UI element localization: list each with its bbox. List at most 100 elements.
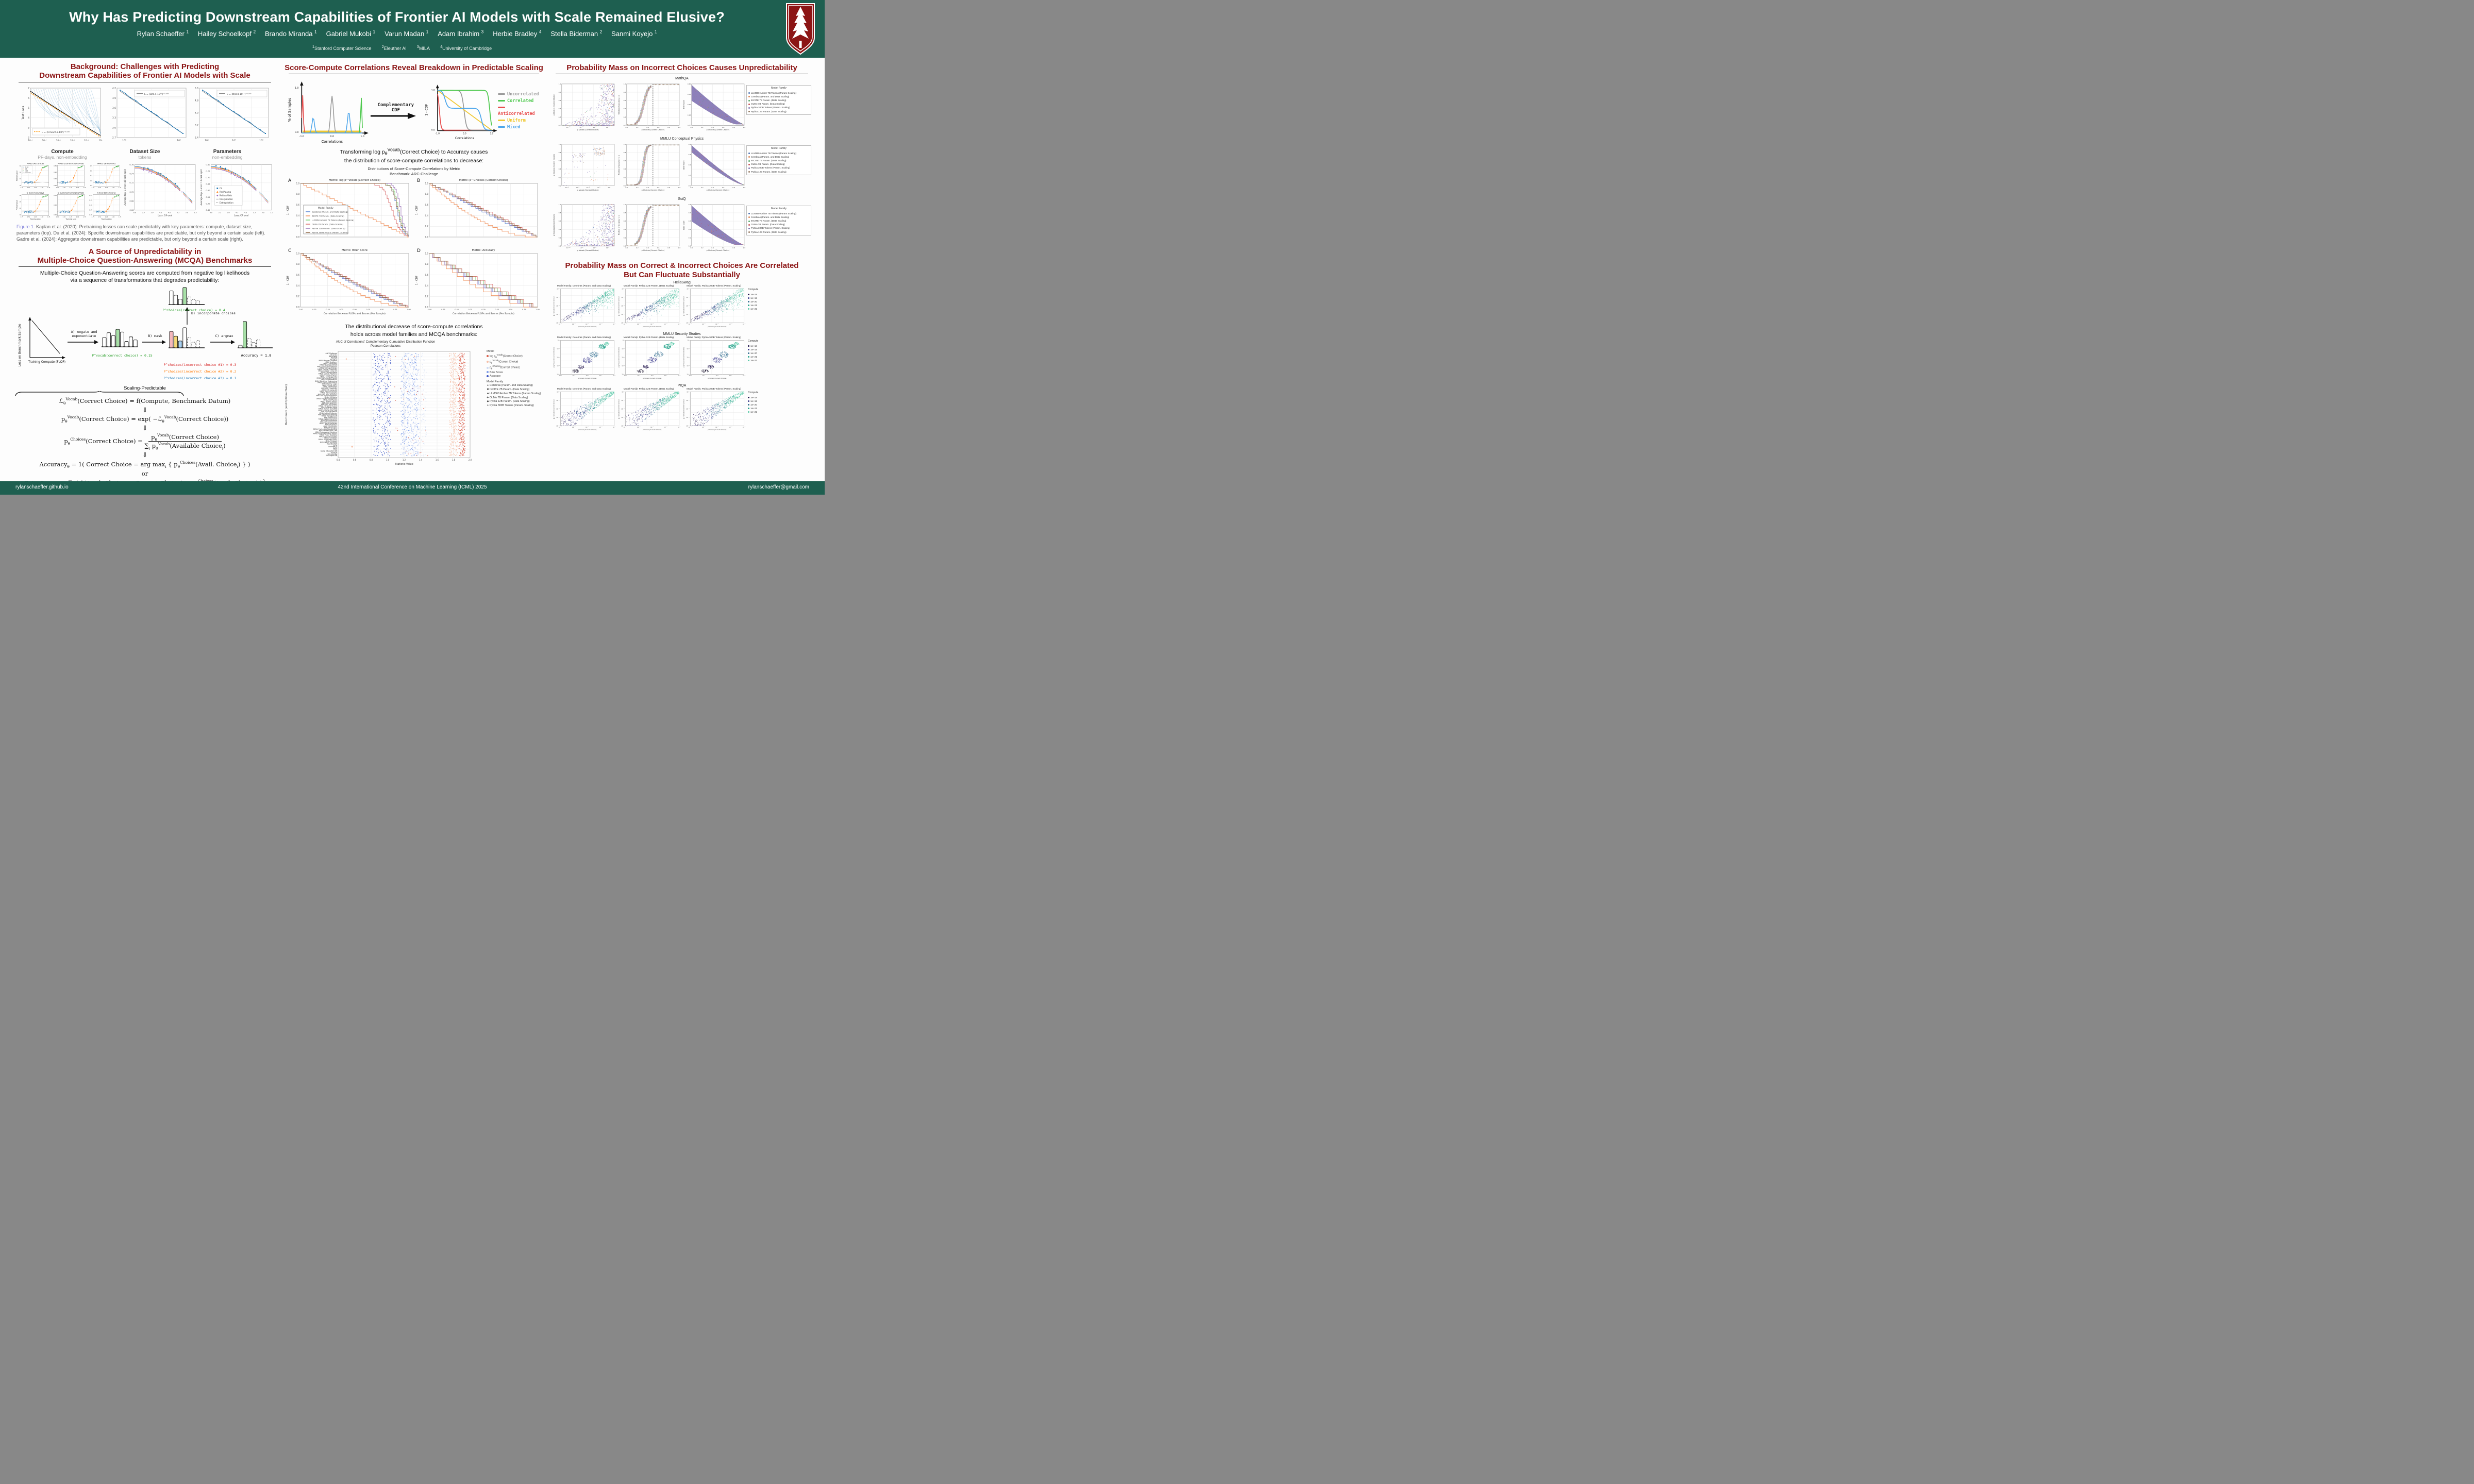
formula-block: Scaling-Predictable ℒθVocab(Correct Choi… [14,385,275,495]
svg-text:RedPajama: RedPajama [219,190,231,193]
svg-text:p Vocab (Correct Choice): p Vocab (Correct Choice) [577,129,599,131]
svg-text:0.55: 0.55 [89,199,92,201]
svg-text:2.5: 2.5 [270,211,273,213]
svg-text:4: 4 [28,116,29,120]
svg-text:MMLU HS Microeconomics: MMLU HS Microeconomics [316,398,337,400]
svg-text:1.2: 1.2 [403,459,406,461]
svg-text:p Choices (Correct Choice): p Choices (Correct Choice) [642,189,665,191]
svg-text:1.0: 1.0 [296,182,300,185]
svg-text:0.2: 0.2 [559,177,561,179]
svg-text:3.6: 3.6 [112,106,116,109]
svg-text:MMLU Nutrition: MMLU Nutrition [325,424,337,426]
svg-text:1.00: 1.00 [407,309,411,311]
svg-text:C: C [288,248,291,254]
svg-text:C-Eval (CorrectChoiceProb): C-Eval (CorrectChoiceProb) [57,191,84,194]
svg-text:0.6: 0.6 [559,99,561,102]
svg-text:2.0: 2.0 [469,459,472,461]
section-heading-incorrect-mass: Probability Mass on Incorrect Choices Ca… [566,63,797,72]
svg-text:0.4: 0.4 [296,284,300,287]
svg-text:MMLU Abstract Algebra: MMLU Abstract Algebra [319,360,337,362]
svg-text:Loss: C4 eval: Loss: C4 eval [158,214,172,216]
svg-text:MMLU Moral Disputes: MMLU Moral Disputes [320,421,337,423]
svg-text:0.0: 0.0 [559,125,561,127]
svg-text:0.0: 0.0 [463,132,466,135]
svg-text:0.65: 0.65 [206,183,210,185]
svg-text:0.85: 0.85 [89,213,92,215]
svg-text:0.00: 0.00 [481,309,486,311]
svg-text:MMLU College Biology: MMLU College Biology [320,367,337,369]
svg-text:MMLU Global Facts: MMLU Global Facts [323,384,338,386]
svg-text:1.0: 1.0 [559,83,561,85]
svg-text:MMLU Jurisprudence: MMLU Jurisprudence [321,411,337,413]
svg-text:10⁵: 10⁵ [205,139,209,142]
svg-text:INCITE 7B Param. (Data Scalin: INCITE 7B Param. (Data Scaling) [312,215,344,217]
svg-text:MMLU HS Maths: MMLU HS Maths [325,396,338,398]
svg-text:1.0: 1.0 [490,132,493,135]
svg-text:0.25: 0.25 [495,309,499,311]
svg-text:0.66: 0.66 [129,209,134,211]
overbrace [15,391,184,396]
cdf-panel-c: Metric: Brier Score C 1.0 0.8 0.6 0.4 0.2 0.0-1… [287,248,411,315]
svg-text:0.2: 0.2 [296,295,300,298]
w2c-chart: 0.40.30.20.10.00.0 0.2 0.4 0.6 0.8 1.0p Choic… [683,143,745,191]
svg-text:Training Loss: Training Loss [29,218,41,220]
svg-text:2.50: 2.50 [62,216,65,218]
svg-text:Pythia 300B Tokens (Param. Sca: Pythia 300B Tokens (Param. Scaling) [312,231,348,234]
scaling-predictable-label: Scaling-Predictable [124,385,166,391]
svg-text:5.6: 5.6 [195,87,198,90]
svg-text:MMLU Marketing: MMLU Marketing [324,416,337,418]
w3b-chart: 1.00.80.60.40.20.00.0 0.2 0.4 0.6 0.8 1.0p Ch… [618,204,680,251]
footer-email: rylanschaeffer@gmail.com [748,484,809,490]
svg-text:0.6: 0.6 [90,170,92,172]
subcolumn-title: Model Family: Pythia 12B Param. (Data Sc… [623,335,675,339]
auc-strip-figure: AUC of Correlations' Complementary Cumul… [285,340,543,471]
stanford-logo [785,3,815,55]
step-b2-label: B) incorporate choices [191,311,236,315]
svg-text:5.0: 5.0 [151,211,153,213]
down-arrow-icon: ⇓ [142,424,148,432]
svg-text:MMLU HS Comp Sci: MMLU HS Comp Sci [322,389,337,391]
svg-text:0.8: 0.8 [90,179,92,181]
svg-text:MMLU HS Physics: MMLU HS Physics [324,399,338,401]
svg-text:2.50: 2.50 [98,216,101,218]
step-b-label: B) mask [148,333,162,338]
vocab-distribution-bars [102,329,138,347]
svg-text:-1.00: -1.00 [427,309,432,311]
accuracy-label: Accuracy = 1.0 [241,353,272,358]
strip-legend: Metric log pθVocab(Correct Choice) pθVocab… [487,349,541,408]
svg-text:p Choices (Correct Choice): p Choices (Correct Choice) [553,155,555,176]
svg-text:40: 40 [19,207,21,209]
svg-text:0.0: 0.0 [690,187,693,189]
strip-title: AUC of Correlations' Complementary Cumul… [336,340,436,348]
author-list: Rylan Schaeffer 1 Hailey Schoelkopf 2 Bran… [41,30,753,38]
svg-text:0.6: 0.6 [624,99,626,102]
svg-text:MMLU (Accuracy): MMLU (Accuracy) [27,162,44,164]
svg-text:Benchmark (and Optional Task): Benchmark (and Optional Task) [285,384,288,425]
svg-text:1.0: 1.0 [386,459,390,461]
svg-text:6.0: 6.0 [133,211,136,213]
svg-text:1.6: 1.6 [436,459,439,461]
svg-text:0.76: 0.76 [129,163,134,165]
kaplan-compute-chart: L = (Cmin/2.3·10⁸)⁻⁰·⁰⁵⁰ 7 6 5 4 3 210⁻⁹ 10⁻⁷ 10… [22,87,103,142]
svg-text:Performance: Performance [16,170,18,180]
formula-pchoices: pθChoices(Correct Choice) = pθVocab(Corr… [64,433,226,451]
svg-text:MMLU College Chemistry: MMLU College Chemistry [317,368,337,370]
svg-text:10⁰: 10⁰ [608,187,611,189]
affiliation-list: 1Stanford Computer Science 2Eleuther AI 3M… [62,44,742,51]
svg-text:-0.25: -0.25 [339,309,343,311]
svg-text:0.4: 0.4 [559,108,561,110]
svg-text:10⁻³: 10⁻³ [70,139,75,142]
svg-text:10⁻¹: 10⁻¹ [84,139,89,142]
svg-text:1.8: 1.8 [452,459,456,461]
svg-text:0.50: 0.50 [54,194,57,196]
formula-loss: ℒθVocab(Correct Choice) = f(Compute, Ben… [59,397,231,406]
svg-text:2.25: 2.25 [105,187,108,189]
svg-text:60: 60 [19,194,21,196]
svg-text:0.45: 0.45 [206,209,210,211]
legend-item: Uniform [498,117,543,124]
svg-text:Metric: p^Choices (Correct Cho: Metric: p^Choices (Correct Choice) [459,179,508,182]
svg-text:Brier Score: Brier Score [683,100,685,109]
down-arrow-icon: ⇓ [142,406,148,414]
